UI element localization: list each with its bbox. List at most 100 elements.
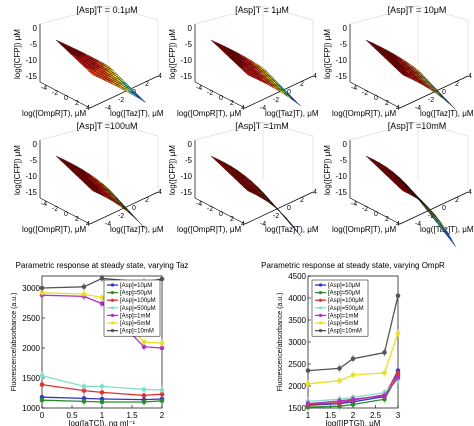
x-tick-label-left: 0	[219, 211, 223, 218]
z-tick-label: -10	[335, 56, 347, 65]
legend-marker	[110, 321, 115, 325]
x-axis-right	[244, 75, 314, 109]
surface-facet	[365, 155, 378, 164]
chart-title: Parametric response at steady state, var…	[16, 261, 189, 270]
panel-title: [Asp]T = 10μM	[388, 5, 447, 15]
data-point	[141, 387, 147, 392]
x-axis-label-left: log([OmpR]T), μM	[332, 225, 397, 234]
y-tick-label: 2000	[22, 344, 40, 353]
x-axis-label-left: log([OmpR]T), μM	[177, 225, 242, 234]
x-axis-label-right: log([Taz]T), μM	[420, 109, 474, 118]
x-axis-label-left: log([OmpR]T), μM	[332, 109, 397, 118]
panel-title: [Asp]T =100uM	[76, 121, 137, 131]
x-tick-label-left: -4	[196, 201, 202, 208]
surface-facet	[210, 39, 223, 48]
grid-line	[194, 121, 264, 141]
surface-facet	[55, 155, 68, 164]
x-tick-label-right: 2	[145, 197, 149, 204]
legend-label: [Asp]=100μM	[120, 298, 156, 304]
surface-facet	[55, 39, 68, 48]
legend-marker	[318, 321, 323, 325]
line-chart-ompr: Parametric response at steady state, var…	[261, 261, 445, 426]
x-tick-label-left: 0	[374, 95, 378, 102]
data-point	[81, 284, 87, 290]
y-tick-label: 3500	[288, 316, 306, 325]
x-tick-label-right: -4	[105, 105, 111, 112]
x-axis-left	[194, 197, 246, 225]
data-point	[39, 397, 45, 403]
z-tick-label: -15	[25, 188, 37, 197]
data-point	[159, 398, 165, 404]
x-tick-label-left: -4	[351, 201, 357, 208]
x-tick-label-left: 2	[385, 216, 389, 223]
legend-marker	[318, 298, 323, 302]
data-point	[395, 330, 401, 336]
z-axis-label: log([CFP]) μM	[323, 29, 332, 79]
data-point	[141, 393, 147, 398]
x-tick-label: 1.5	[325, 411, 337, 420]
z-axis-label: log([CFP]) μM	[13, 145, 22, 195]
x-tick-label-left: -2	[362, 90, 368, 97]
z-tick-label: -5	[340, 156, 348, 165]
x-tick-label-right: -4	[105, 221, 111, 228]
panel-title: [Asp]T = 0.1μM	[76, 5, 137, 15]
x-axis-right	[244, 191, 314, 225]
x-tick-label-left: -2	[52, 90, 58, 97]
x-tick-label-left: 0	[64, 95, 68, 102]
z-tick-label: -15	[180, 188, 192, 197]
x-tick-label-left: 2	[230, 100, 234, 107]
x-tick-label-right: 4	[158, 189, 162, 196]
x-tick-label-right: -2	[428, 97, 434, 104]
data-point	[337, 378, 342, 384]
legend-marker	[110, 291, 115, 295]
grid-line	[107, 121, 159, 137]
data-point	[81, 291, 87, 297]
data-point	[159, 387, 165, 393]
x-tick-label-left: 4	[241, 105, 245, 112]
x-tick-label-left: -2	[207, 90, 213, 97]
surface-facet	[365, 39, 378, 48]
z-axis-label: log([CFP]) μM	[168, 29, 177, 79]
legend-label: [Asp]=50μM	[120, 291, 152, 297]
x-tick-label-left: 4	[396, 221, 400, 228]
x-tick-label: 1.5	[126, 411, 138, 420]
z-tick-label: -10	[180, 172, 192, 181]
grid-line	[107, 5, 159, 21]
x-axis-left	[349, 81, 401, 109]
legend-label: [Asp]=10mM	[120, 329, 154, 335]
data-point	[141, 399, 147, 405]
z-tick-label: -10	[335, 172, 347, 181]
x-tick-label-right: -2	[428, 213, 434, 220]
x-tick-label: 1	[100, 411, 105, 420]
y-tick-label: 4000	[288, 294, 306, 303]
surface-facet	[134, 93, 146, 103]
legend-marker	[318, 306, 323, 310]
x-axis-left	[349, 197, 401, 225]
data-point	[159, 340, 165, 346]
chart-title: Parametric response at steady state, var…	[261, 261, 445, 270]
z-tick-label: 0	[188, 140, 193, 149]
data-point	[159, 276, 165, 282]
grid-line	[349, 121, 419, 141]
x-tick-label-right: 0	[132, 205, 136, 212]
legend-label: [Asp]=5mM	[120, 321, 151, 327]
y-tick-label: 3000	[288, 338, 306, 347]
x-tick-label-right: 4	[313, 73, 317, 80]
x-tick-label-left: 0	[219, 95, 223, 102]
y-tick-label: 2500	[22, 314, 40, 323]
data-point	[81, 384, 87, 389]
z-tick-label: -10	[25, 172, 37, 181]
x-axis-label-right: log([Taz]T), μM	[110, 225, 164, 234]
x-tick-label: 2	[160, 411, 165, 420]
legend-marker	[318, 313, 323, 317]
y-tick-label: 1000	[22, 404, 40, 413]
y-axis-label: Fluorescence/absorbance (a.u.)	[11, 293, 18, 392]
z-tick-label: -5	[340, 40, 348, 49]
data-point	[305, 381, 311, 387]
data-point	[305, 368, 311, 373]
x-axis-left	[194, 81, 246, 109]
